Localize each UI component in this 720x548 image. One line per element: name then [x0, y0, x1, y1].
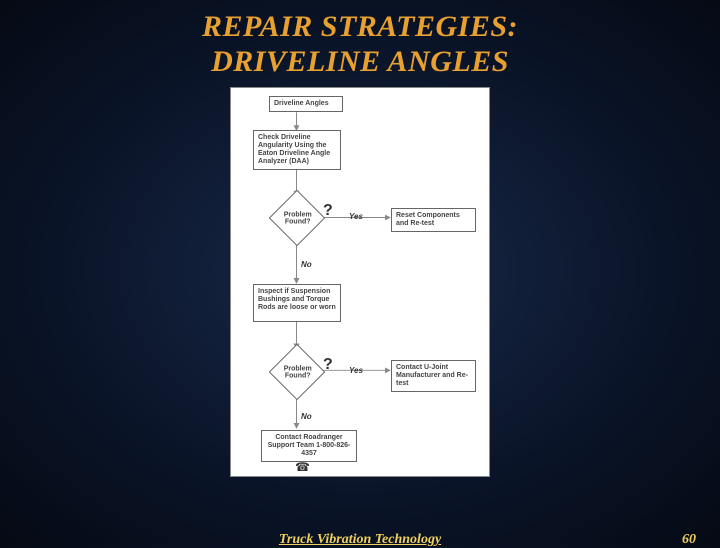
decision-label-d2: Problem Found?: [273, 366, 323, 380]
node-n4: Inspect if Suspension Bushings and Torqu…: [253, 284, 341, 322]
edge-label-yes2: Yes: [349, 366, 363, 375]
title-line-1: REPAIR STRATEGIES:: [0, 10, 720, 45]
title-line-2: DRIVELINE ANGLES: [0, 45, 720, 80]
decision-d1: Problem Found?: [269, 190, 326, 247]
slide-title: REPAIR STRATEGIES: DRIVELINE ANGLES: [0, 0, 720, 79]
node-n6: Contact Roadranger Support Team 1-800-82…: [261, 430, 357, 462]
flowchart-nodes: Driveline Angles Check Driveline Angulari…: [231, 88, 489, 476]
phone-icon: ☎: [295, 460, 310, 475]
edge-label-no2: No: [301, 412, 312, 421]
edge-label-yes1: Yes: [349, 212, 363, 221]
edge-label-no1: No: [301, 260, 312, 269]
question-mark-icon: ?: [323, 356, 333, 374]
footer-caption: Truck Vibration Technology: [279, 532, 441, 548]
decision-label-d1: Problem Found?: [273, 212, 323, 226]
question-mark-icon: ?: [323, 202, 333, 220]
page-number: 60: [682, 532, 696, 548]
node-n3: Reset Components and Re-test: [391, 208, 476, 232]
decision-d2: Problem Found?: [269, 344, 326, 401]
flowchart-container: Driveline Angles Check Driveline Angulari…: [230, 87, 490, 477]
node-n2: Check Driveline Angularity Using the Eat…: [253, 130, 341, 170]
node-n1: Driveline Angles: [269, 96, 343, 112]
node-n5: Contact U-Joint Manufacturer and Re-test: [391, 360, 476, 392]
